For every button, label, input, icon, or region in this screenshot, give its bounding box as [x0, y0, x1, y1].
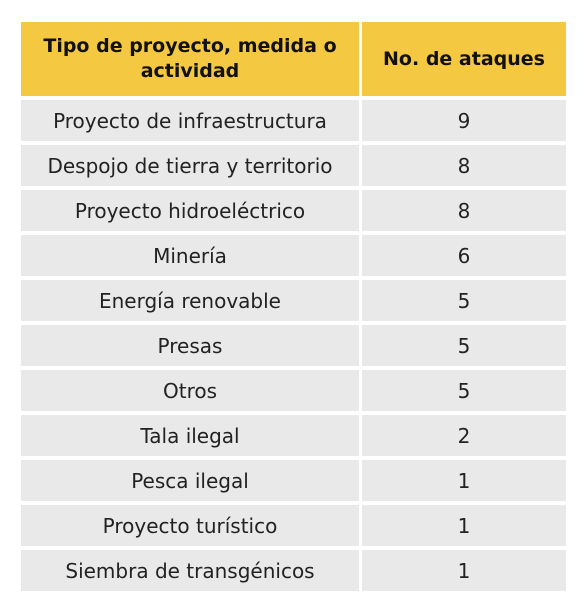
- project-type-cell: Energía renovable: [21, 280, 362, 321]
- project-type-cell: Despojo de tierra y territorio: [21, 145, 362, 186]
- project-type-cell: Minería: [21, 235, 362, 276]
- project-type-cell: Proyecto de infraestructura: [21, 100, 362, 141]
- table-row: Despojo de tierra y territorio 8: [21, 145, 566, 186]
- attack-count-cell: 1: [362, 550, 566, 591]
- project-type-cell: Tala ilegal: [21, 415, 362, 456]
- attack-count-cell: 8: [362, 145, 566, 186]
- attack-count-cell: 9: [362, 100, 566, 141]
- table-row: Energía renovable 5: [21, 280, 566, 321]
- attack-count-cell: 6: [362, 235, 566, 276]
- table-row: Otros 5: [21, 370, 566, 411]
- project-type-cell: Siembra de transgénicos: [21, 550, 362, 591]
- attack-count-cell: 1: [362, 460, 566, 501]
- table-row: Tala ilegal 2: [21, 415, 566, 456]
- project-type-cell: Proyecto hidroeléctrico: [21, 190, 362, 231]
- table-row: Presas 5: [21, 325, 566, 366]
- attack-count-cell: 5: [362, 325, 566, 366]
- attack-count-cell: 5: [362, 280, 566, 321]
- attacks-table-container: Tipo de proyecto, medida o actividad No.…: [21, 18, 566, 595]
- header-project-type: Tipo de proyecto, medida o actividad: [21, 22, 362, 96]
- project-type-cell: Proyecto turístico: [21, 505, 362, 546]
- table-body: Proyecto de infraestructura 9 Despojo de t…: [21, 100, 566, 591]
- project-type-cell: Presas: [21, 325, 362, 366]
- table-row: Proyecto turístico 1: [21, 505, 566, 546]
- attack-count-cell: 2: [362, 415, 566, 456]
- table-row: Pesca ilegal 1: [21, 460, 566, 501]
- table-row: Proyecto de infraestructura 9: [21, 100, 566, 141]
- header-row: Tipo de proyecto, medida o actividad No.…: [21, 22, 566, 96]
- table-row: Proyecto hidroeléctrico 8: [21, 190, 566, 231]
- attack-count-cell: 5: [362, 370, 566, 411]
- attack-count-cell: 8: [362, 190, 566, 231]
- table-row: Siembra de transgénicos 1: [21, 550, 566, 591]
- header-attack-count: No. de ataques: [362, 22, 566, 96]
- project-type-cell: Otros: [21, 370, 362, 411]
- attack-count-cell: 1: [362, 505, 566, 546]
- table-row: Minería 6: [21, 235, 566, 276]
- attacks-table: Tipo de proyecto, medida o actividad No.…: [21, 18, 566, 595]
- project-type-cell: Pesca ilegal: [21, 460, 362, 501]
